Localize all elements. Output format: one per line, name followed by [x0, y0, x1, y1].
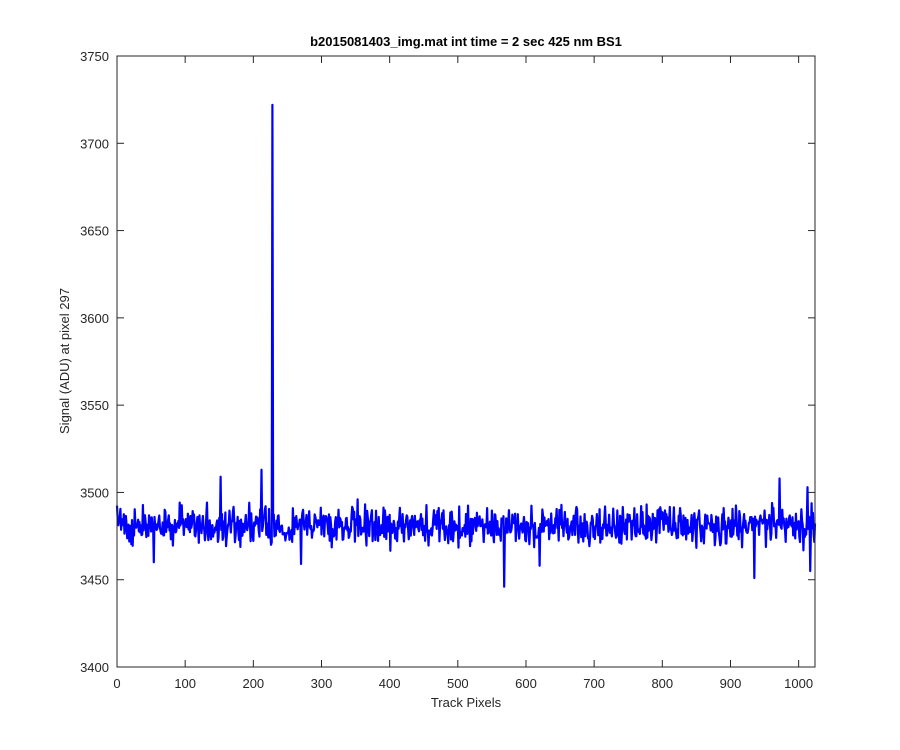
- y-axis-label: Signal (ADU) at pixel 297: [57, 288, 72, 434]
- x-tick-label: 900: [720, 676, 742, 691]
- plot-area: [117, 56, 815, 667]
- x-axis-label: Track Pixels: [431, 695, 502, 710]
- x-tick-label: 1000: [784, 676, 813, 691]
- x-tick-label: 600: [515, 676, 537, 691]
- y-tick-label: 3700: [80, 136, 109, 151]
- y-tick-label: 3650: [80, 224, 109, 239]
- y-tick-label: 3550: [80, 398, 109, 413]
- x-tick-label: 0: [113, 676, 120, 691]
- x-tick-label: 100: [174, 676, 196, 691]
- axes-box: [116, 55, 816, 668]
- y-tick-label: 3400: [80, 660, 109, 675]
- x-tick-label: 700: [583, 676, 605, 691]
- tick-layer: 0 100 200 300 400 500 600 700 800 900 1000 3400 3450…: [80, 49, 815, 691]
- x-tick-label: 400: [379, 676, 401, 691]
- data-layer: [115, 103, 817, 588]
- x-tick-label: 300: [311, 676, 333, 691]
- y-tick-label: 3600: [80, 311, 109, 326]
- y-tick-label: 3500: [80, 485, 109, 500]
- x-tick-label: 500: [447, 676, 469, 691]
- signal-series-line: [115, 103, 817, 588]
- chart-title: b2015081403_img.mat int time = 2 sec 425…: [310, 34, 622, 49]
- y-tick-label: 3750: [80, 49, 109, 64]
- x-tick-label: 800: [651, 676, 673, 691]
- y-tick-label: 3450: [80, 573, 109, 588]
- x-tick-label: 200: [242, 676, 264, 691]
